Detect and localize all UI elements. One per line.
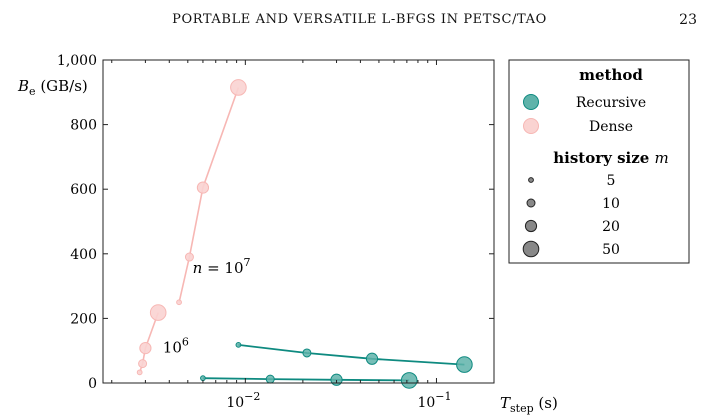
plot-frame [102,59,495,384]
legend-dense-label: Dense [589,119,633,135]
legend-box [508,59,690,264]
running-title: PORTABLE AND VERSATILE L-BFGS IN PETSC/T… [172,12,547,27]
legend-size-label: 50 [602,242,620,258]
annotation-label: n = 107 [193,256,251,277]
legend-recursive-marker [523,94,539,110]
y-tick-label: 1,000 [57,53,97,69]
recursive-series-line [238,344,465,366]
y-tick-label: 400 [70,247,97,263]
dense-series-line [138,312,159,373]
legend-size-marker [522,240,540,258]
dense-series-line [178,87,240,303]
dense-data-point [139,342,152,355]
legend-size-label: 10 [602,196,620,212]
recursive-series-line [202,377,410,382]
dense-data-point [184,252,194,262]
dense-data-point [230,79,247,96]
legend-size-label: 20 [602,219,620,235]
recursive-data-point [200,375,206,382]
recursive-data-point [365,352,379,365]
dense-data-point [176,299,182,306]
dense-data-point [138,359,148,369]
y-tick-label: 800 [70,118,97,134]
legend-size-marker [524,219,538,233]
x-axis-label: Tstep (s) [500,394,558,415]
legend-size-title: history size m [553,149,668,167]
legend-size-label: 5 [607,173,616,189]
recursive-data-point [400,372,418,389]
x-tick-label: 10−1 [417,390,451,411]
x-tick-label: 10−2 [226,390,260,411]
y-tick-label: 200 [70,311,97,327]
dense-data-point [196,181,210,194]
recursive-data-point [302,348,312,358]
y-axis-label: Be (GB/s) [17,77,88,98]
recursive-data-point [235,341,242,348]
page-header: PORTABLE AND VERSATILE L-BFGS IN PETSC/T… [0,12,719,32]
legend-recursive-label: Recursive [576,95,646,111]
recursive-data-point [265,374,275,384]
page-number: 23 [679,12,697,28]
dense-data-point [149,304,167,321]
dense-data-point [136,369,143,376]
recursive-data-point [456,356,473,373]
legend-size-marker [528,177,534,183]
legend-method-title: method [579,66,643,84]
legend-size-marker [526,198,536,208]
legend-dense-marker [523,118,539,134]
y-tick-label: 0 [88,376,97,392]
y-tick-label: 600 [70,182,97,198]
recursive-data-point [330,373,343,386]
annotation-label: 106 [163,335,189,356]
